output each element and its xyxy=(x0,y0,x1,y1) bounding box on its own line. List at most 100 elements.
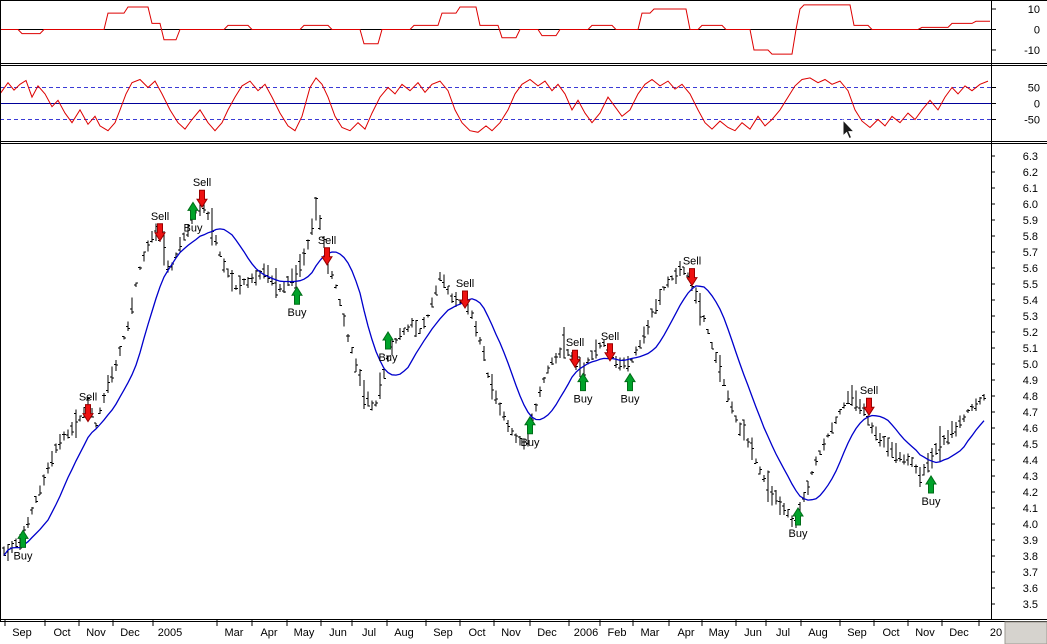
sell-signal-label: Sell xyxy=(318,235,336,247)
price-scale-label: 5.2 xyxy=(1023,327,1038,339)
price-scale-label: 4.3 xyxy=(1023,471,1038,483)
x-axis-label: Oct xyxy=(882,627,899,639)
scrollbar-corner xyxy=(1004,621,1047,644)
price-scale-label: 4.5 xyxy=(1023,439,1038,451)
x-axis-label: Jul xyxy=(362,627,376,639)
buy-arrow-icon xyxy=(792,507,804,526)
x-axis-label: Nov xyxy=(86,627,106,639)
buy-signal-label: Buy xyxy=(288,307,307,319)
price-scale-label: 6.3 xyxy=(1023,151,1038,163)
buy-arrow-icon xyxy=(624,372,636,392)
top-scale-label: 0 xyxy=(1034,25,1040,37)
sell-arrow-icon xyxy=(686,268,698,287)
x-axis-label: 2006 xyxy=(574,627,598,639)
sell-arrow-icon xyxy=(604,343,616,362)
sell-signal-label: Sell xyxy=(860,385,878,397)
x-axis-label: 20 xyxy=(990,627,1002,639)
x-axis-label: May xyxy=(294,627,315,639)
buy-arrow-icon xyxy=(382,331,394,350)
middle-scale-label: 50 xyxy=(1028,83,1040,95)
price-scale-label: 4.6 xyxy=(1023,423,1038,435)
x-axis-label: Dec xyxy=(949,627,969,639)
buy-signal-label: Buy xyxy=(379,352,398,364)
x-axis-label: Feb xyxy=(608,627,627,639)
price-scale-label: 5.7 xyxy=(1023,247,1038,259)
sell-signal-label: Sell xyxy=(683,256,701,268)
price-scale-label: 3.9 xyxy=(1023,535,1038,547)
x-axis-label: Nov xyxy=(915,627,935,639)
top-scale-label: 10 xyxy=(1028,4,1040,16)
x-axis-label: Aug xyxy=(394,627,414,639)
price-scale-label: 4.8 xyxy=(1023,391,1038,403)
x-axis-label: Sep xyxy=(12,627,32,639)
price-bars xyxy=(2,190,986,562)
top-scale-label: -10 xyxy=(1024,45,1040,57)
buy-arrow-icon xyxy=(187,201,199,220)
sell-arrow-icon xyxy=(459,290,471,309)
sell-arrow-icon xyxy=(82,404,94,423)
sell-arrow-icon xyxy=(569,349,581,369)
middle-scale-label: 0 xyxy=(1034,99,1040,111)
price-scale-label: 5.4 xyxy=(1023,295,1038,307)
sell-signal-label: Sell xyxy=(151,211,169,223)
price-scale-label: 5.3 xyxy=(1023,311,1038,323)
x-axis-label: Jun xyxy=(329,627,347,639)
price-scale-label: 4.7 xyxy=(1023,407,1038,419)
sell-arrow-icon xyxy=(863,397,875,417)
price-scale-label: 5.0 xyxy=(1023,359,1038,371)
x-axis-label: Mar xyxy=(641,627,660,639)
x-axis-label: Apr xyxy=(677,627,694,639)
buy-arrow-icon xyxy=(577,372,589,392)
buy-signal-label: Buy xyxy=(14,550,33,562)
price-scale-label: 5.6 xyxy=(1023,263,1038,275)
price-scale-label: 5.8 xyxy=(1023,231,1038,243)
price-scale-label: 3.7 xyxy=(1023,567,1038,579)
price-scale-label: 5.1 xyxy=(1023,343,1038,355)
x-axis-label: 2005 xyxy=(158,627,182,639)
moving-average-line xyxy=(3,228,985,556)
x-axis-label: Oct xyxy=(53,627,70,639)
sell-signal-label: Sell xyxy=(193,177,211,189)
x-axis-label: Jul xyxy=(776,627,790,639)
price-scale-label: 4.4 xyxy=(1023,455,1038,467)
price-scale-label: 6.2 xyxy=(1023,167,1038,179)
price-scale-label: 6.0 xyxy=(1023,199,1038,211)
x-axis-label: Dec xyxy=(537,627,557,639)
sell-arrow-icon xyxy=(196,189,208,209)
mouse-cursor xyxy=(842,118,856,140)
price-scale-label: 5.5 xyxy=(1023,279,1038,291)
x-axis-label: Apr xyxy=(260,627,277,639)
middle-indicator-line xyxy=(0,77,989,133)
sell-signal-label: Sell xyxy=(456,278,474,290)
middle-scale-label: -50 xyxy=(1024,115,1040,127)
price-scale-label: 3.6 xyxy=(1023,583,1038,595)
buy-arrow-icon xyxy=(524,415,536,435)
x-axis-label: Oct xyxy=(468,627,485,639)
x-axis-label: Sep xyxy=(847,627,867,639)
price-scale-label: 4.1 xyxy=(1023,503,1038,515)
x-axis-label: Mar xyxy=(225,627,244,639)
x-axis-label: Nov xyxy=(501,627,521,639)
sell-signal-label: Sell xyxy=(79,392,97,404)
sell-signal-label: Sell xyxy=(566,337,584,349)
x-axis-label: Jun xyxy=(744,627,762,639)
price-scale-label: 4.9 xyxy=(1023,375,1038,387)
buy-signal-label: Buy xyxy=(574,394,593,406)
sell-signal-label: Sell xyxy=(601,331,619,343)
x-axis-label: Sep xyxy=(433,627,453,639)
x-axis-strip[interactable] xyxy=(0,622,1005,644)
x-axis-label: Dec xyxy=(120,627,140,639)
buy-signal-label: Buy xyxy=(521,437,540,449)
price-scale-label: 4.0 xyxy=(1023,519,1038,531)
price-scale-label: 4.2 xyxy=(1023,487,1038,499)
buy-arrow-icon xyxy=(291,286,303,305)
price-scale-label: 3.5 xyxy=(1023,599,1038,611)
price-scale-label: 5.9 xyxy=(1023,215,1038,227)
buy-arrow-icon xyxy=(925,475,937,494)
sell-arrow-icon xyxy=(154,223,166,242)
x-axis-label: Aug xyxy=(808,627,828,639)
buy-arrow-icon xyxy=(17,529,29,548)
